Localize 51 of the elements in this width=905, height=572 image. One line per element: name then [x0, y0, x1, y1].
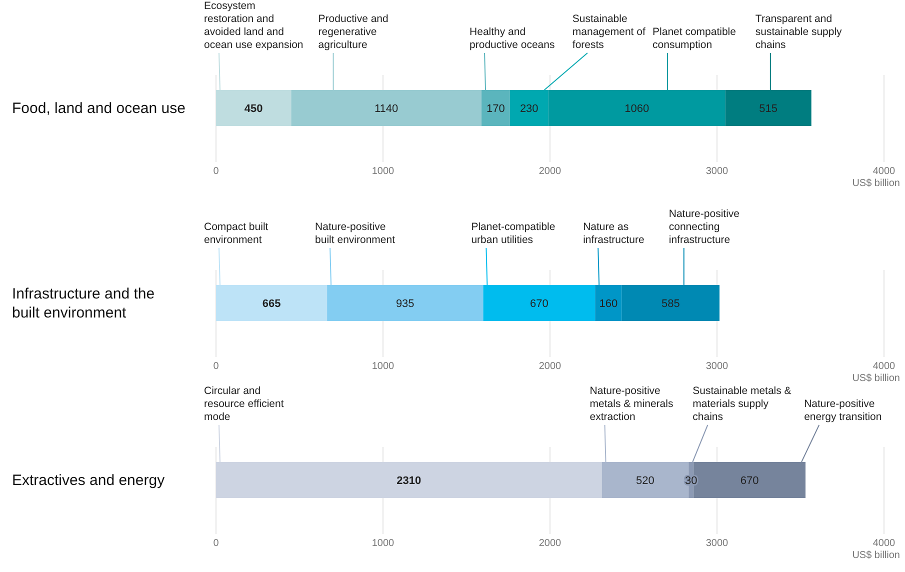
data-label: 230 — [520, 103, 538, 115]
x-axis-title: US$ billion — [852, 550, 900, 561]
y-tick-label: Food, land and ocean use — [12, 100, 186, 117]
data-label: 515 — [759, 103, 778, 115]
x-tick-label: 2000 — [538, 361, 562, 372]
text: Nature as infrastructure — [583, 221, 645, 246]
text: Nature-positive metals & minerals extraction — [590, 385, 674, 423]
x-tick-label: 0 — [213, 538, 220, 549]
text: Nature-positive energy transition — [804, 398, 882, 423]
y-tick-label: Infrastructure and the built environment — [12, 286, 155, 322]
x-axis-title: US$ billion — [852, 178, 900, 189]
data-label: 30 — [684, 475, 698, 487]
text: Ecosystem restoration and avoided land and ocean use expansion — [204, 0, 304, 51]
data-label: 1140 — [374, 103, 398, 115]
x-tick-label: 4000 — [872, 166, 896, 177]
x-tick-label: 1000 — [372, 361, 395, 372]
data-label: 520 — [636, 475, 654, 487]
text: Nature-positive built environment — [315, 221, 396, 246]
data-label: 670 — [530, 298, 548, 310]
x-tick-label: 1000 — [372, 166, 395, 177]
text: Transparent and sustainable supply chains — [755, 13, 843, 51]
data-label: 450 — [244, 103, 263, 115]
y-tick-label: Extractives and energy — [12, 472, 166, 489]
text: Healthy and productive oceans — [470, 26, 555, 51]
x-tick-label: 3000 — [706, 538, 729, 549]
data-label: 935 — [396, 298, 414, 310]
text: Sustainable management of forests — [572, 13, 646, 51]
x-axis-title: US$ billion — [852, 373, 900, 384]
text: Circular and resource efficient mode — [204, 385, 284, 423]
x-tick-label: 0 — [213, 166, 220, 177]
x-tick-label: 4000 — [872, 361, 896, 372]
text: Nature-positive connecting infrastructure — [668, 208, 740, 246]
x-tick-label: 2000 — [538, 166, 562, 177]
data-label: 585 — [661, 298, 680, 310]
text: Planet compatible consumption — [652, 26, 736, 51]
x-tick-label: 3000 — [706, 166, 729, 177]
text: Productive and regenerative agriculture — [318, 13, 389, 51]
x-tick-label: 4000 — [872, 538, 896, 549]
text: Planet-compatible urban utilities — [471, 221, 556, 246]
text: Sustainable metals & materials supply chains — [692, 385, 792, 423]
data-label: 670 — [740, 475, 759, 487]
data-label: 1060 — [624, 103, 650, 115]
data-label: 160 — [599, 298, 618, 310]
data-label: 170 — [486, 103, 505, 115]
x-tick-label: 0 — [213, 361, 220, 372]
data-label: 2310 — [396, 475, 422, 487]
x-tick-label: 1000 — [372, 538, 395, 549]
x-tick-label: 3000 — [706, 361, 729, 372]
x-tick-label: 2000 — [538, 538, 562, 549]
data-label: 665 — [262, 298, 281, 310]
text: Compact built environment — [204, 221, 268, 246]
